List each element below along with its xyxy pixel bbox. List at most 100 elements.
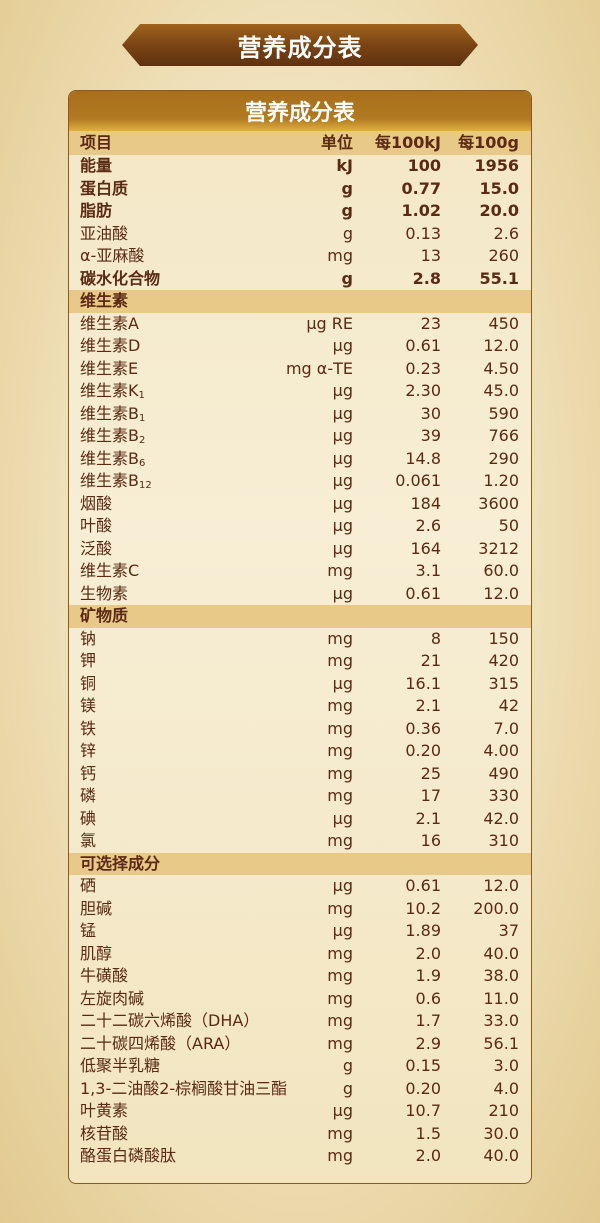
nutrient-name-text: 叶酸 [80,516,113,535]
value-per-100g: 42.0 [483,808,519,828]
nutrient-name: 维生素B6 [80,448,145,474]
unit: μg [332,921,353,940]
table-row: 能量 kJ 100 1956 [69,155,531,178]
table-row: 硒 μg 0.61 12.0 [69,875,531,898]
value-per-100g: 450 [488,313,519,333]
nutrient-subscript: 12 [138,480,152,491]
section-header: 维生素 [69,290,531,313]
unit: μg [332,808,353,828]
value-per-100g: 210 [488,1101,519,1120]
value-per-100kj: 2.6 [415,516,441,535]
table-row: 锌 mg 0.20 4.00 [69,740,531,763]
nutrient-name: 肌醇 [80,943,112,966]
table-row: 钙 mg 25 490 [69,763,531,786]
nutrient-name-text: 铜 [80,673,97,693]
value-per-100g: 200.0 [473,898,519,918]
value-per-100kj: 39 [420,426,441,445]
unit: μg [332,876,353,895]
table-row: 碳水化合物 g 2.8 55.1 [69,268,531,291]
table-row: 泛酸 μg 164 3212 [69,538,531,561]
header-per-100g: 每100g [458,133,519,152]
unit: mg [327,1033,353,1053]
nutrient-name-text: 左旋肉碱 [80,988,145,1008]
value-per-100g: 260 [488,246,519,265]
table-row: 核苷酸 mg 1.5 30.0 [69,1123,531,1146]
value-per-100g: 4.0 [493,1078,519,1098]
unit: mg [327,786,353,805]
value-per-100kj: 1.5 [415,1123,441,1143]
nutrient-name: 维生素B12 [80,470,152,496]
table-row: 维生素C mg 3.1 60.0 [69,560,531,583]
nutrient-name: 维生素D [80,335,140,358]
nutrient-name-text: 肌醇 [80,943,113,963]
nutrient-name: 维生素E [80,358,138,381]
table-row: 维生素K1 μg 2.30 45.0 [69,380,531,403]
value-per-100g: 30.0 [483,1123,519,1143]
header-item: 项目 [80,133,113,152]
nutrient-name-text: 锰 [80,921,97,940]
value-per-100kj: 2.0 [415,1146,441,1165]
value-per-100kj: 8 [430,628,441,648]
nutrient-name: 脂肪 [80,200,112,223]
value-per-100kj: 0.6 [415,988,441,1008]
nutrient-name-text: 维生素B [80,403,139,423]
nutrient-name: 锰 [80,920,96,943]
unit: mg [327,651,353,670]
value-per-100g: 7.0 [493,718,519,738]
table-body: 能量 kJ 100 1956 蛋白质 g 0.77 15.0 脂肪 g 1.02 20.0 亚油酸 g 0.… [69,155,531,1168]
value-per-100g: 37 [498,921,519,940]
unit: mg [327,966,353,985]
value-per-100g: 12.0 [483,336,519,355]
nutrient-name: 碳水化合物 [80,268,160,291]
nutrient-name: 左旋肉碱 [80,988,144,1011]
table-title-bar: 营养成分表 [69,91,531,131]
nutrient-name-text: 牛磺酸 [80,966,129,985]
unit: mg [327,718,353,738]
nutrient-name-text: 钾 [80,651,97,670]
nutrient-name-text: 维生素E [80,358,139,378]
table-row: 酪蛋白磷酸肽 mg 2.0 40.0 [69,1145,531,1168]
table-row: 1,3-二油酸2-棕榈酸甘油三酯 g 0.20 4.0 [69,1078,531,1101]
value-per-100kj: 2.1 [415,696,441,715]
nutrient-name-text: 叶黄素 [80,1101,129,1120]
unit: μg [332,381,353,400]
value-per-100g: 150 [488,628,519,648]
value-per-100kj: 0.061 [395,471,441,490]
nutrient-subscript: 1 [138,390,145,401]
unit: mg [327,1011,353,1030]
value-per-100kj: 16.1 [405,673,441,693]
nutrient-name: 烟酸 [80,493,112,516]
unit: μg [332,471,353,490]
section-header: 可选择成分 [69,852,531,875]
header-per-100kj: 每100kJ [375,133,441,152]
value-per-100g: 15.0 [479,178,519,198]
unit: mg [327,988,353,1008]
nutrient-name: 叶酸 [80,515,112,538]
nutrient-name: 牛磺酸 [80,965,128,988]
table-row: 铜 μg 16.1 315 [69,673,531,696]
table-row: 碘 μg 2.1 42.0 [69,808,531,831]
value-per-100g: 33.0 [483,1011,519,1030]
value-per-100kj: 2.8 [412,268,441,288]
value-per-100g: 12.0 [483,583,519,603]
unit: mg [327,943,353,963]
value-per-100kj: 14.8 [405,448,441,468]
nutrient-name-text: 生物素 [80,583,129,603]
table-row: 铁 mg 0.36 7.0 [69,718,531,741]
nutrient-name-text: 磷 [80,786,97,805]
value-per-100g: 11.0 [483,988,519,1008]
table-row: 维生素B6 μg 14.8 290 [69,448,531,471]
value-per-100kj: 1.9 [415,966,441,985]
value-per-100kj: 21 [420,651,441,670]
value-per-100g: 420 [488,651,519,670]
value-per-100kj: 25 [420,763,441,783]
value-per-100g: 310 [488,831,519,850]
value-per-100kj: 16 [420,831,441,850]
value-per-100kj: 23 [420,313,441,333]
nutrient-name-text: 维生素B [80,471,139,490]
nutrient-name-text: 1,3-二油酸2-棕榈酸甘油三酯 [80,1078,288,1098]
table-row: 维生素E mg α-TE 0.23 4.50 [69,358,531,381]
nutrient-name: 1,3-二油酸2-棕榈酸甘油三酯 [80,1078,287,1101]
nutrient-name: 蛋白质 [80,178,128,201]
nutrient-name: 铜 [80,673,96,696]
